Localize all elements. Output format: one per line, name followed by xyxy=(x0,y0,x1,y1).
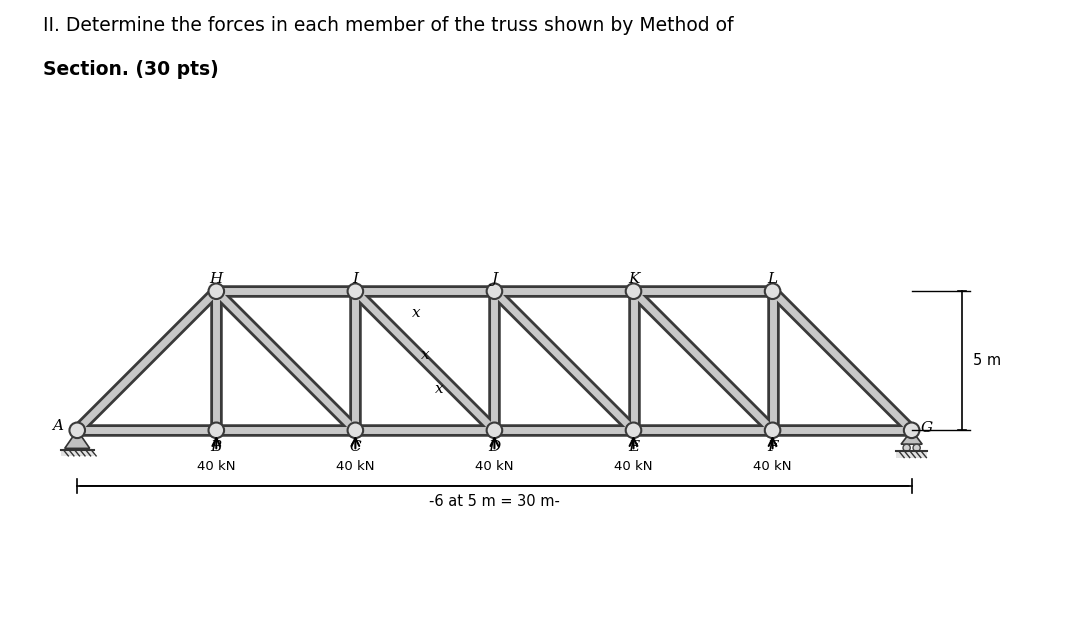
Text: C: C xyxy=(350,440,361,454)
Text: G: G xyxy=(921,420,933,434)
Circle shape xyxy=(913,444,920,451)
Text: E: E xyxy=(627,440,639,454)
Circle shape xyxy=(348,422,363,438)
Circle shape xyxy=(765,422,781,438)
Circle shape xyxy=(625,283,642,299)
Circle shape xyxy=(904,422,919,438)
Circle shape xyxy=(208,283,224,299)
Text: I: I xyxy=(352,272,359,286)
Circle shape xyxy=(487,422,502,438)
Text: 40 kN: 40 kN xyxy=(615,460,652,472)
Text: 40 kN: 40 kN xyxy=(197,460,235,472)
Text: 40 kN: 40 kN xyxy=(754,460,792,472)
Text: H: H xyxy=(210,272,222,286)
Text: -6 at 5 m = 30 m-: -6 at 5 m = 30 m- xyxy=(429,495,559,509)
Circle shape xyxy=(69,422,85,438)
Polygon shape xyxy=(60,450,94,456)
Text: x: x xyxy=(413,306,421,320)
Text: x: x xyxy=(420,348,429,362)
Circle shape xyxy=(348,283,363,299)
Text: II. Determine the forces in each member of the truss shown by Method of: II. Determine the forces in each member … xyxy=(43,16,733,35)
Text: F: F xyxy=(767,440,778,454)
Text: 40 kN: 40 kN xyxy=(475,460,514,472)
Text: D: D xyxy=(488,440,500,454)
Text: A: A xyxy=(52,419,64,433)
Polygon shape xyxy=(901,430,922,444)
Text: 5 m: 5 m xyxy=(973,353,1001,368)
Circle shape xyxy=(903,444,910,451)
Text: L: L xyxy=(768,272,778,286)
Polygon shape xyxy=(896,451,927,458)
Text: x: x xyxy=(434,382,443,396)
Circle shape xyxy=(208,422,224,438)
Polygon shape xyxy=(65,430,90,448)
Text: K: K xyxy=(627,272,639,286)
Text: 40 kN: 40 kN xyxy=(336,460,375,472)
Text: B: B xyxy=(211,440,221,454)
Circle shape xyxy=(625,422,642,438)
Text: Section. (30 pts): Section. (30 pts) xyxy=(43,60,219,79)
Circle shape xyxy=(765,283,781,299)
Text: J: J xyxy=(491,272,498,286)
Circle shape xyxy=(487,283,502,299)
